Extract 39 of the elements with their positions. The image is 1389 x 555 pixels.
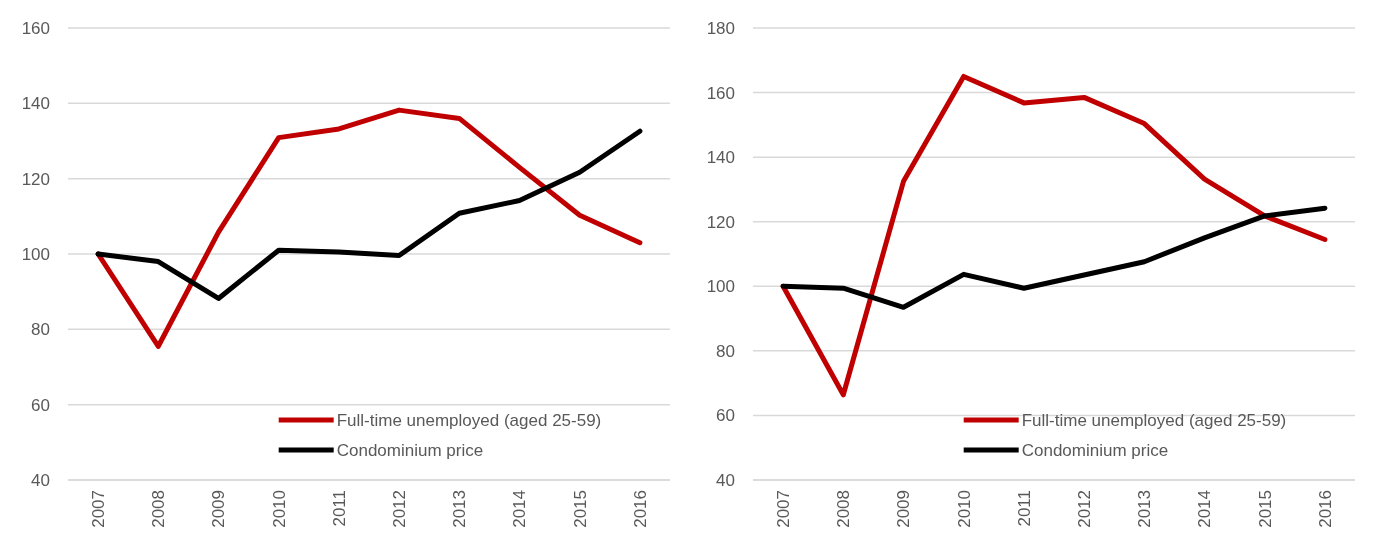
x-tick-label: 2012 [1075,490,1095,528]
y-tick-label: 140 [21,94,50,114]
legend-label: Condominium price [1021,440,1169,460]
x-tick-label: 2014 [510,490,530,528]
y-tick-label: 40 [716,470,735,490]
legend-label: Full-time unemployed (aged 25-59) [1021,410,1287,430]
x-tick-label: 2013 [1135,490,1155,528]
y-tick-label: 140 [706,148,735,168]
x-tick-label: 2008 [149,490,169,528]
y-tick-label: 120 [21,169,50,189]
y-tick-label: 60 [31,395,50,415]
x-tick-label: 2016 [1315,490,1335,528]
x-tick-label: 2010 [269,490,289,528]
x-tick-label: 2009 [894,490,914,528]
y-tick-label: 60 [716,406,735,426]
x-tick-label: 2014 [1195,490,1215,528]
y-tick-label: 180 [706,18,735,38]
x-tick-label: 2013 [450,490,470,528]
y-tick-label: 80 [31,320,50,340]
x-tick-label: 2011 [1014,490,1034,527]
y-tick-label: 80 [716,341,735,361]
y-tick-label: 100 [706,277,735,297]
x-tick-label: 2007 [89,490,109,528]
y-tick-label: 160 [21,18,50,38]
x-tick-label: 2010 [954,490,974,528]
x-tick-label: 2016 [630,490,650,528]
x-tick-label: 2011 [329,490,349,527]
legend-label: Condominium price [336,440,484,460]
y-tick-label: 40 [31,470,50,490]
x-tick-label: 2008 [834,490,854,528]
y-tick-label: 100 [21,244,50,264]
legend-label: Full-time unemployed (aged 25-59) [336,410,602,430]
x-tick-label: 2012 [390,490,410,528]
x-tick-label: 2007 [774,490,794,528]
x-tick-label: 2015 [570,490,590,528]
x-tick-label: 2015 [1255,490,1275,528]
y-tick-label: 160 [706,83,735,103]
x-tick-label: 2009 [209,490,229,528]
y-tick-label: 120 [706,212,735,232]
